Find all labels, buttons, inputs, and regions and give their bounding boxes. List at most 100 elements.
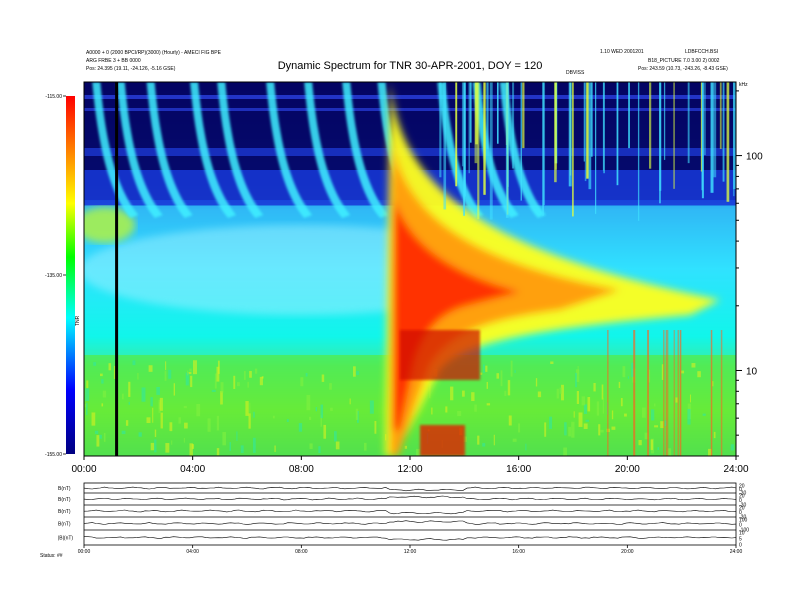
noise-speck	[156, 387, 160, 395]
noise-speck	[583, 423, 588, 429]
header-right-line1: 1.10 WED 2001201	[600, 49, 644, 55]
x-tick-label: 24:00	[723, 464, 748, 475]
noise-speck	[667, 448, 672, 456]
noise-speck	[183, 405, 187, 409]
spectral-streak	[679, 330, 682, 456]
noise-speck	[236, 431, 238, 441]
noise-speck	[160, 412, 163, 429]
noise-speck	[300, 377, 304, 387]
noise-speck	[644, 432, 649, 440]
noise-speck	[86, 380, 89, 389]
noise-speck	[220, 391, 223, 405]
noise-speck	[587, 396, 591, 412]
noise-speck	[600, 429, 604, 433]
noise-speck	[611, 426, 616, 430]
noise-speck	[168, 369, 172, 379]
noise-speck	[369, 400, 374, 414]
stack-trace	[84, 536, 737, 541]
noise-speck	[477, 435, 480, 445]
noise-speck	[404, 445, 408, 449]
x-tick-label: 08:00	[289, 464, 314, 475]
noise-speck	[85, 388, 90, 402]
header-left-line2: ARG FRBE 3 + BB 0000	[86, 58, 141, 64]
noise-speck	[641, 407, 646, 418]
noise-speck	[482, 443, 486, 447]
noise-speck	[416, 448, 420, 456]
type2-burst	[385, 82, 720, 456]
spectral-streak	[726, 82, 730, 202]
noise-speck	[712, 381, 714, 387]
stack-right-tick: 0	[739, 487, 742, 493]
spectral-streak	[475, 82, 478, 145]
noise-speck	[500, 370, 503, 387]
spectral-streak	[483, 82, 486, 195]
spectral-streak	[584, 82, 587, 182]
noise-speck	[471, 392, 475, 402]
noise-speck	[164, 370, 167, 381]
noise-speck	[178, 417, 181, 424]
noise-speck	[596, 401, 600, 416]
stack-trace	[83, 509, 737, 515]
noise-speck	[165, 443, 170, 453]
noise-speck	[638, 440, 642, 446]
spectral-streak	[607, 330, 609, 456]
noise-speck	[518, 423, 521, 433]
spectral-streak	[583, 82, 585, 162]
stack-label: B(nT)	[58, 486, 71, 492]
type3-burst	[190, 82, 237, 218]
noise-speck	[535, 378, 538, 387]
noise-speck	[462, 390, 465, 397]
noise-speck	[101, 379, 104, 384]
stack-label: B(nT)	[58, 509, 71, 515]
noise-speck	[507, 380, 511, 396]
stack-right-tick: -20	[739, 515, 746, 521]
noise-speck	[259, 376, 263, 386]
noise-speck	[571, 421, 575, 438]
stack-x-tick-label: 24:00	[730, 549, 743, 555]
noise-speck	[624, 413, 627, 417]
spectral-streak	[555, 82, 557, 170]
noise-speck	[364, 442, 367, 451]
noise-speck	[173, 383, 176, 396]
noise-speck	[648, 369, 651, 383]
noise-speck	[622, 366, 626, 378]
spectral-streak	[522, 82, 525, 149]
y-tick-label: 10	[746, 366, 758, 377]
noise-speck	[583, 404, 588, 414]
noise-speck	[249, 370, 252, 378]
spectrogram	[84, 82, 736, 456]
noise-speck	[196, 403, 201, 417]
header-right-line2: LDBFCCH.BSI	[685, 49, 718, 55]
spectral-streak	[647, 330, 649, 456]
spectral-streak	[461, 82, 464, 167]
spectral-streak	[486, 82, 489, 149]
type3-burst	[437, 82, 484, 218]
noise-speck	[654, 403, 656, 407]
noise-speck	[611, 410, 614, 420]
noise-speck	[318, 446, 321, 454]
noise-speck	[102, 390, 107, 398]
noise-speck	[510, 360, 513, 377]
stack-x-tick-label: 00:00	[78, 549, 91, 555]
spectral-streak	[603, 82, 605, 174]
noise-speck	[429, 383, 431, 399]
noise-speck	[306, 394, 311, 411]
noise-speck	[309, 443, 313, 449]
stack-trace	[83, 495, 737, 501]
spectral-streak	[468, 82, 470, 174]
spectral-streak	[719, 82, 722, 149]
type3-burst	[266, 82, 313, 218]
noise-speck	[216, 415, 220, 431]
noise-speck	[91, 412, 96, 426]
spectral-streak	[713, 82, 717, 178]
noise-speck	[121, 393, 124, 400]
noise-speck	[525, 443, 527, 451]
chart-title: Dynamic Spectrum for TNR 30-APR-2001, DO…	[278, 60, 543, 72]
stack-x-tick-label: 20:00	[621, 549, 634, 555]
stack-x-tick-label: 08:00	[295, 549, 308, 555]
black-marker-line	[115, 82, 119, 456]
spectral-streak	[665, 330, 668, 456]
noise-speck	[185, 372, 189, 386]
spectral-streak	[663, 82, 666, 160]
noise-speck	[94, 430, 99, 434]
